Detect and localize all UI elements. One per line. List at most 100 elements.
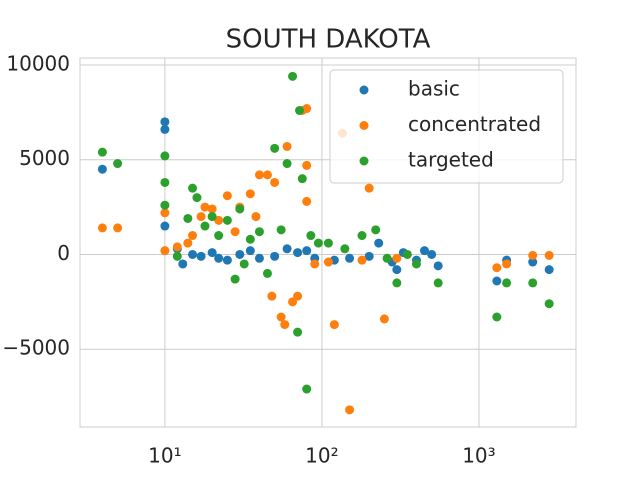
point: [196, 251, 206, 261]
point: [113, 223, 123, 233]
x-axis-label: Population: [275, 477, 380, 480]
point: [379, 314, 389, 324]
x-tick-label: 10¹: [148, 444, 181, 468]
point: [245, 189, 255, 199]
point: [492, 276, 502, 286]
legend-marker: [359, 85, 369, 95]
point: [270, 251, 280, 261]
point: [502, 278, 512, 288]
point: [357, 255, 367, 265]
point: [183, 238, 193, 248]
legend: basic concentrated targeted: [329, 69, 564, 184]
point: [222, 215, 232, 225]
point: [282, 141, 292, 151]
point: [160, 151, 170, 161]
point: [282, 244, 292, 254]
x-tick-label: 10³: [462, 444, 495, 468]
point: [293, 291, 303, 301]
point: [188, 183, 198, 193]
point: [214, 215, 224, 225]
point: [340, 244, 350, 254]
point: [188, 249, 198, 259]
point: [276, 312, 286, 322]
point: [222, 255, 232, 265]
point: [230, 274, 240, 284]
point: [544, 250, 554, 260]
point: [323, 238, 333, 248]
point: [160, 221, 170, 231]
point: [357, 231, 367, 241]
point: [302, 246, 312, 256]
point: [427, 249, 437, 259]
point: [160, 177, 170, 187]
point: [188, 231, 198, 241]
point: [207, 204, 217, 214]
point: [293, 248, 303, 258]
point: [97, 164, 107, 174]
point: [419, 246, 429, 256]
point: [433, 278, 443, 288]
point: [262, 170, 272, 180]
point: [310, 259, 320, 269]
point: [502, 259, 512, 269]
point: [97, 147, 107, 157]
y-tick-label: 5000: [19, 146, 70, 170]
point: [207, 212, 217, 222]
point: [329, 320, 339, 330]
marks: [97, 71, 554, 415]
point: [276, 225, 286, 235]
point: [245, 234, 255, 244]
point: [178, 259, 188, 269]
point: [295, 105, 305, 115]
y-tick-label: 10000: [6, 51, 70, 75]
point: [245, 246, 255, 256]
point: [230, 227, 240, 237]
point: [262, 268, 272, 278]
point: [196, 212, 206, 222]
point: [302, 384, 312, 394]
point: [254, 170, 264, 180]
point: [313, 238, 323, 248]
point: [113, 159, 123, 169]
point: [528, 257, 538, 267]
point: [160, 208, 170, 218]
point: [183, 213, 193, 223]
point: [160, 124, 170, 134]
point: [528, 250, 538, 260]
point: [297, 174, 307, 184]
point: [392, 265, 402, 275]
point: [371, 225, 381, 235]
point: [544, 299, 554, 309]
point: [492, 263, 502, 273]
point: [254, 227, 264, 237]
y-tick-label: 0: [57, 241, 70, 265]
legend-label: basic: [408, 77, 460, 101]
legend-label: targeted: [408, 148, 494, 172]
y-tick-label: −5000: [2, 336, 70, 360]
point: [222, 191, 232, 201]
point: [270, 177, 280, 187]
x-tick-label: 10²: [305, 444, 338, 468]
point: [345, 405, 355, 415]
point: [160, 200, 170, 210]
point: [306, 231, 316, 241]
legend-label: concentrated: [408, 112, 541, 136]
point: [280, 320, 290, 330]
point: [267, 291, 277, 301]
point: [323, 257, 333, 267]
point: [302, 160, 312, 170]
point: [293, 327, 303, 337]
point: [200, 221, 210, 231]
point: [97, 223, 107, 233]
point: [392, 253, 402, 263]
point: [235, 249, 245, 259]
point: [288, 71, 298, 81]
point: [192, 193, 202, 203]
point: [433, 261, 443, 271]
point: [364, 251, 374, 261]
point: [392, 278, 402, 288]
point: [374, 238, 384, 248]
point: [402, 249, 412, 259]
